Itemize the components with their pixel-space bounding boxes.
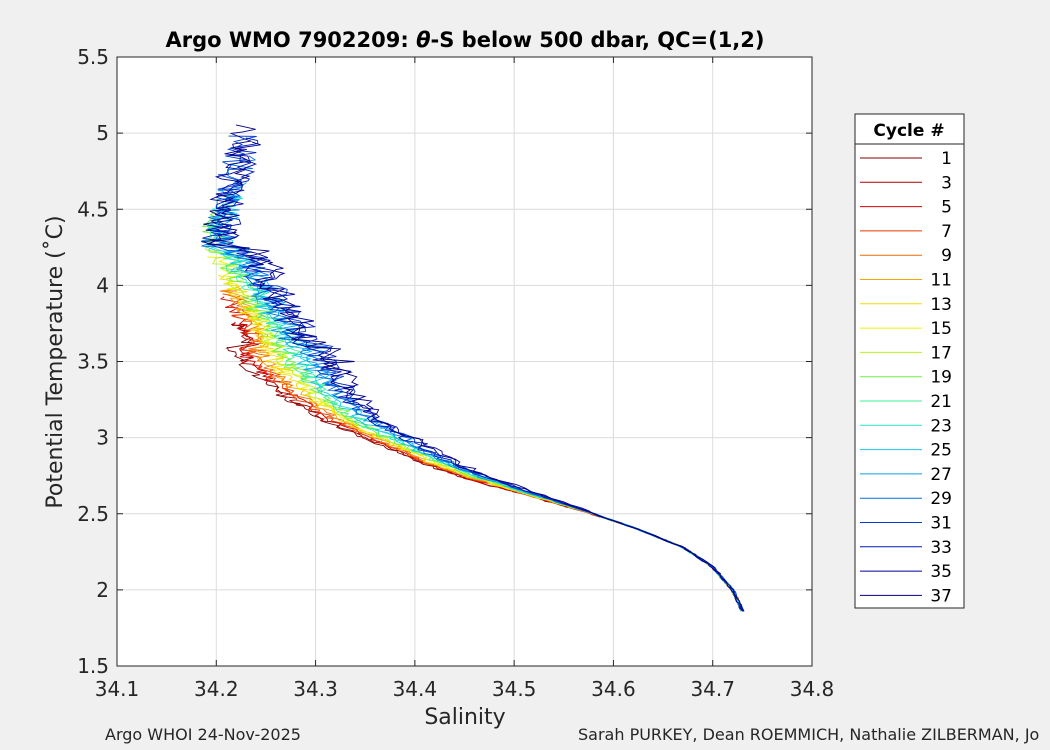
legend-label-cycle-9: 9 <box>941 246 952 266</box>
y-axis-label: Potential Temperature (˚C) <box>43 215 68 508</box>
legend-label-cycle-5: 5 <box>941 198 952 218</box>
legend-label-cycle-7: 7 <box>941 222 952 242</box>
x-axis-label: Salinity <box>424 705 505 730</box>
legend-box <box>854 113 965 609</box>
legend-label-cycle-1: 1 <box>941 149 952 169</box>
legend-label-cycle-13: 13 <box>930 295 952 315</box>
y-tick-label: 1.5 <box>77 654 109 678</box>
legend-label-cycle-15: 15 <box>930 319 952 339</box>
legend-label-cycle-23: 23 <box>930 416 952 436</box>
axis-ticks: 34.1 34.2 34.3 34.4 34.5 34.6 34.7 34.81.522.53… <box>77 45 834 701</box>
legend-label-cycle-31: 31 <box>930 514 952 534</box>
x-tick-label: 34.1 <box>95 677 140 701</box>
legend-label-cycle-11: 11 <box>930 271 952 291</box>
legend-label-cycle-21: 21 <box>930 392 952 412</box>
legend-label-cycle-25: 25 <box>930 441 952 461</box>
footer-credits: Sarah PURKEY, Dean ROEMMICH, Nathalie ZI… <box>578 725 1040 744</box>
legend-label-cycle-19: 19 <box>930 368 952 388</box>
legend-title: Cycle # <box>873 121 944 141</box>
y-tick-label: 2.5 <box>77 502 109 526</box>
legend-label-cycle-35: 35 <box>930 562 952 582</box>
y-tick-label: 5.5 <box>77 45 109 69</box>
legend-label-cycle-37: 37 <box>930 586 952 606</box>
legend-label-cycle-33: 33 <box>930 538 952 558</box>
x-tick-label: 34.3 <box>293 677 338 701</box>
series-line-cycle-37 <box>201 124 745 612</box>
y-tick-label: 4.5 <box>77 197 109 221</box>
data-series <box>201 124 745 612</box>
y-tick-label: 3 <box>96 426 109 450</box>
legend-label-cycle-17: 17 <box>930 343 952 363</box>
chart-title: Argo WMO 7902209: θ-S below 500 dbar, QC… <box>165 28 764 52</box>
x-tick-label: 34.4 <box>393 677 438 701</box>
legend-label-cycle-3: 3 <box>941 173 952 193</box>
y-tick-label: 5 <box>96 121 109 145</box>
y-tick-label: 2 <box>96 578 109 602</box>
legend: Cycle # 13579111315171921232527293133353… <box>854 113 965 609</box>
y-tick-label: 4 <box>96 273 109 297</box>
x-tick-label: 34.8 <box>790 677 835 701</box>
y-tick-label: 3.5 <box>77 350 109 374</box>
footer-date: Argo WHOI 24-Nov-2025 <box>105 725 301 744</box>
x-tick-label: 34.5 <box>492 677 537 701</box>
legend-label-cycle-27: 27 <box>930 465 952 485</box>
x-tick-label: 34.6 <box>591 677 636 701</box>
x-tick-label: 34.7 <box>690 677 735 701</box>
legend-label-cycle-29: 29 <box>930 489 952 509</box>
x-tick-label: 34.2 <box>194 677 239 701</box>
